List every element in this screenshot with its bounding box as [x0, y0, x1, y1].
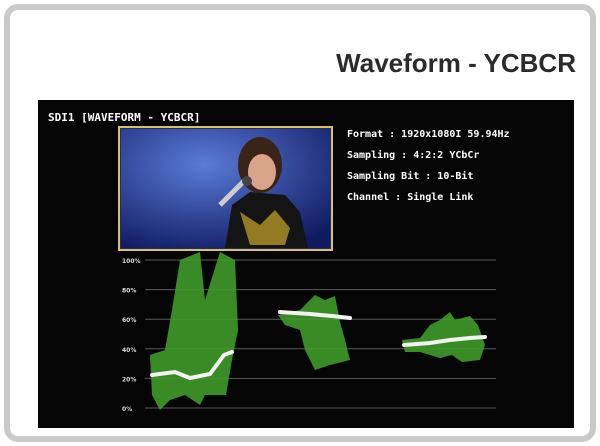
- scale-label: 60%: [122, 317, 136, 324]
- scale-label: 20%: [122, 376, 136, 383]
- screen-title: SDI1 [WAVEFORM - YCBCR]: [48, 111, 200, 124]
- waveform-luma: [150, 310, 487, 381]
- info: Format : 1920x1080I 59.94Hz Sampling : 4…: [347, 129, 510, 203]
- info-line: Channel : Single Link: [347, 191, 473, 203]
- page-title: Waveform - YCBCR: [336, 48, 576, 78]
- info-line: Format : 1920x1080I 59.94Hz: [347, 129, 510, 140]
- scale-label: 80%: [122, 288, 136, 295]
- scale-label: 100%: [122, 258, 141, 265]
- scale-label: 40%: [122, 347, 136, 354]
- info-line: Sampling : 4:2:2 YCbCr: [347, 149, 479, 161]
- scale-label: 0%: [122, 406, 132, 413]
- info-line: Sampling Bit : 10-Bit: [347, 170, 473, 182]
- video-thumbnail: [118, 126, 333, 251]
